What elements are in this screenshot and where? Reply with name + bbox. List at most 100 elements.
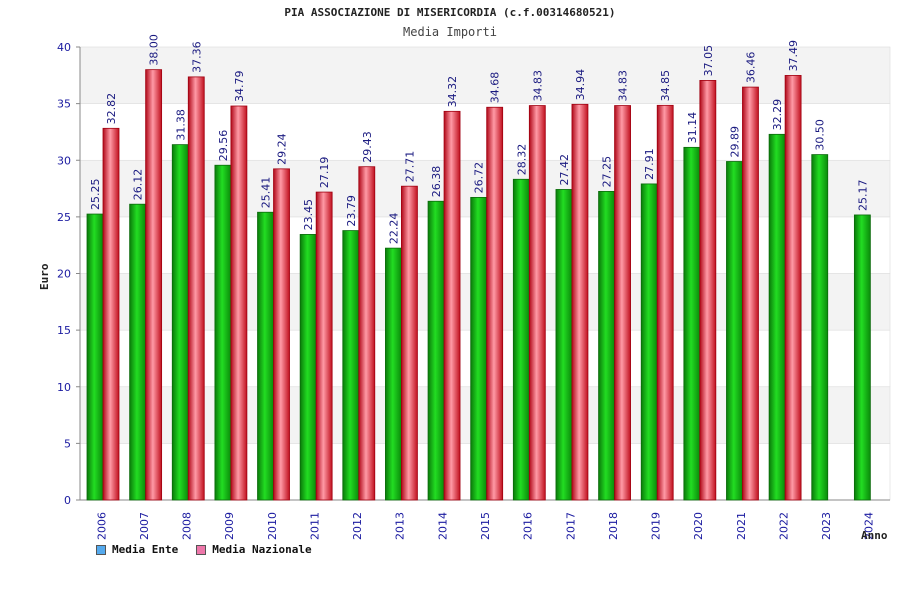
bar-media-nazionale	[784, 75, 802, 501]
bar-value-label: 25.25	[89, 179, 102, 211]
y-tick-label: 25	[57, 211, 71, 224]
bar-value-label: 36.46	[744, 52, 757, 84]
bar-media-ente	[257, 211, 274, 501]
x-ticks: 2006 2007 2008 2009 2010 2011 2012 2013 2014 2015…	[95, 512, 875, 540]
bar-media-nazionale	[358, 166, 376, 501]
bar-value-label: 34.68	[489, 72, 502, 104]
bar-value-label: 27.25	[601, 156, 614, 188]
bar-media-nazionale	[656, 104, 674, 501]
bar-value-label: 34.94	[574, 69, 587, 101]
legend-label-ente: Media Ente	[112, 543, 179, 556]
bar-value-label: 30.50	[814, 119, 827, 151]
bar-value-label: 25.17	[856, 179, 869, 211]
bar-value-label: 34.83	[531, 70, 544, 102]
x-tick-label: 2019	[650, 512, 663, 540]
bar-value-label: 31.14	[686, 112, 699, 144]
bar-media-nazionale	[742, 86, 759, 501]
bar-value-label: 29.43	[361, 131, 374, 163]
bar-media-nazionale	[273, 168, 290, 501]
bar-value-label: 32.29	[771, 99, 784, 131]
bar-media-ente	[129, 203, 147, 501]
bar-media-nazionale	[699, 80, 717, 501]
bar-value-label: 34.79	[233, 71, 246, 102]
bar-media-ente	[640, 183, 658, 501]
bar-value-label: 29.56	[217, 130, 230, 161]
y-tick-label: 40	[57, 41, 71, 54]
bar-media-nazionale	[401, 185, 418, 501]
bar-value-label: 22.24	[387, 213, 400, 245]
bar-value-label: 37.05	[702, 45, 715, 77]
bar-value-label: 34.85	[659, 70, 672, 102]
bars	[86, 69, 871, 501]
bar-value-label: 29.24	[276, 133, 289, 165]
x-tick-label: 2022	[777, 512, 790, 540]
y-tick-label: 15	[57, 324, 71, 337]
bar-value-label: 34.83	[617, 70, 630, 102]
x-tick-label: 2016	[522, 512, 535, 540]
y-tick-label: 30	[57, 154, 71, 167]
x-tick-label: 2017	[564, 512, 577, 540]
y-ticks: 0 5 10 15 20 25 30 35 40	[57, 41, 80, 507]
bar-value-label: 31.38	[174, 109, 187, 141]
bar-value-label: 29.89	[728, 126, 741, 158]
bar-value-label: 26.72	[473, 162, 486, 194]
bar-media-nazionale	[187, 76, 205, 501]
bar-media-ente	[214, 164, 232, 501]
bar-media-ente	[768, 133, 786, 501]
x-tick-label: 2021	[735, 512, 748, 540]
bar-media-nazionale	[614, 105, 631, 501]
y-axis-label: Euro	[38, 263, 51, 291]
x-tick-label: 2009	[223, 512, 236, 540]
bar-media-nazionale	[145, 69, 163, 501]
bar-media-ente	[726, 161, 743, 501]
bar-media-ente	[427, 200, 445, 501]
bar-value-label: 34.32	[446, 76, 459, 108]
x-tick-label: 2023	[820, 512, 833, 540]
x-tick-label: 2008	[181, 512, 194, 540]
y-tick-label: 10	[57, 381, 71, 394]
y-tick-label: 0	[64, 494, 71, 507]
bar-media-ente	[811, 154, 829, 501]
legend-item-nazionale: Media Nazionale	[196, 543, 312, 556]
bar-value-label: 27.42	[558, 154, 571, 186]
x-axis-label: Anno	[861, 529, 888, 542]
bar-value-label: 23.45	[302, 199, 315, 231]
bar-labels: 25.25 32.82 26.12 38.00 31.38 37.36 29.56 34.79…	[89, 34, 869, 244]
bar-media-ente	[86, 213, 104, 501]
bar-media-nazionale	[486, 106, 504, 501]
legend-swatch-ente	[96, 544, 106, 555]
bar-value-label: 28.32	[515, 144, 528, 176]
x-tick-label: 2007	[138, 512, 151, 540]
bar-media-ente	[683, 146, 701, 501]
bar-media-ente	[299, 234, 317, 501]
x-tick-label: 2013	[394, 512, 407, 540]
x-tick-label: 2018	[607, 512, 620, 540]
bar-media-ente	[853, 214, 871, 501]
x-tick-label: 2010	[266, 512, 279, 540]
bar-media-ente	[598, 190, 615, 501]
bar-media-ente	[342, 230, 360, 501]
y-tick-label: 5	[64, 437, 71, 450]
bar-value-label: 27.91	[643, 148, 656, 180]
bar-media-ente	[385, 247, 402, 501]
bar-value-label: 23.79	[345, 195, 358, 227]
bar-media-nazionale	[315, 191, 333, 501]
bar-media-nazionale	[528, 105, 546, 501]
bar-media-ente	[470, 196, 488, 501]
x-tick-label: 2014	[436, 512, 449, 540]
bar-value-label: 37.36	[190, 41, 203, 73]
bar-media-ente	[171, 144, 189, 501]
x-tick-label: 2020	[692, 512, 705, 540]
bar-value-label: 37.49	[787, 40, 800, 72]
x-tick-label: 2006	[95, 512, 108, 540]
legend-label-nazionale: Media Nazionale	[212, 543, 312, 556]
legend-item-ente: Media Ente	[96, 543, 178, 556]
bar-media-nazionale	[230, 105, 248, 501]
x-tick-label: 2015	[479, 512, 492, 540]
bar-value-label: 26.12	[132, 169, 145, 201]
y-tick-label: 35	[57, 98, 71, 111]
legend-swatch-nazionale	[196, 544, 207, 555]
bar-value-label: 26.38	[430, 166, 443, 198]
bar-media-nazionale	[102, 127, 120, 501]
